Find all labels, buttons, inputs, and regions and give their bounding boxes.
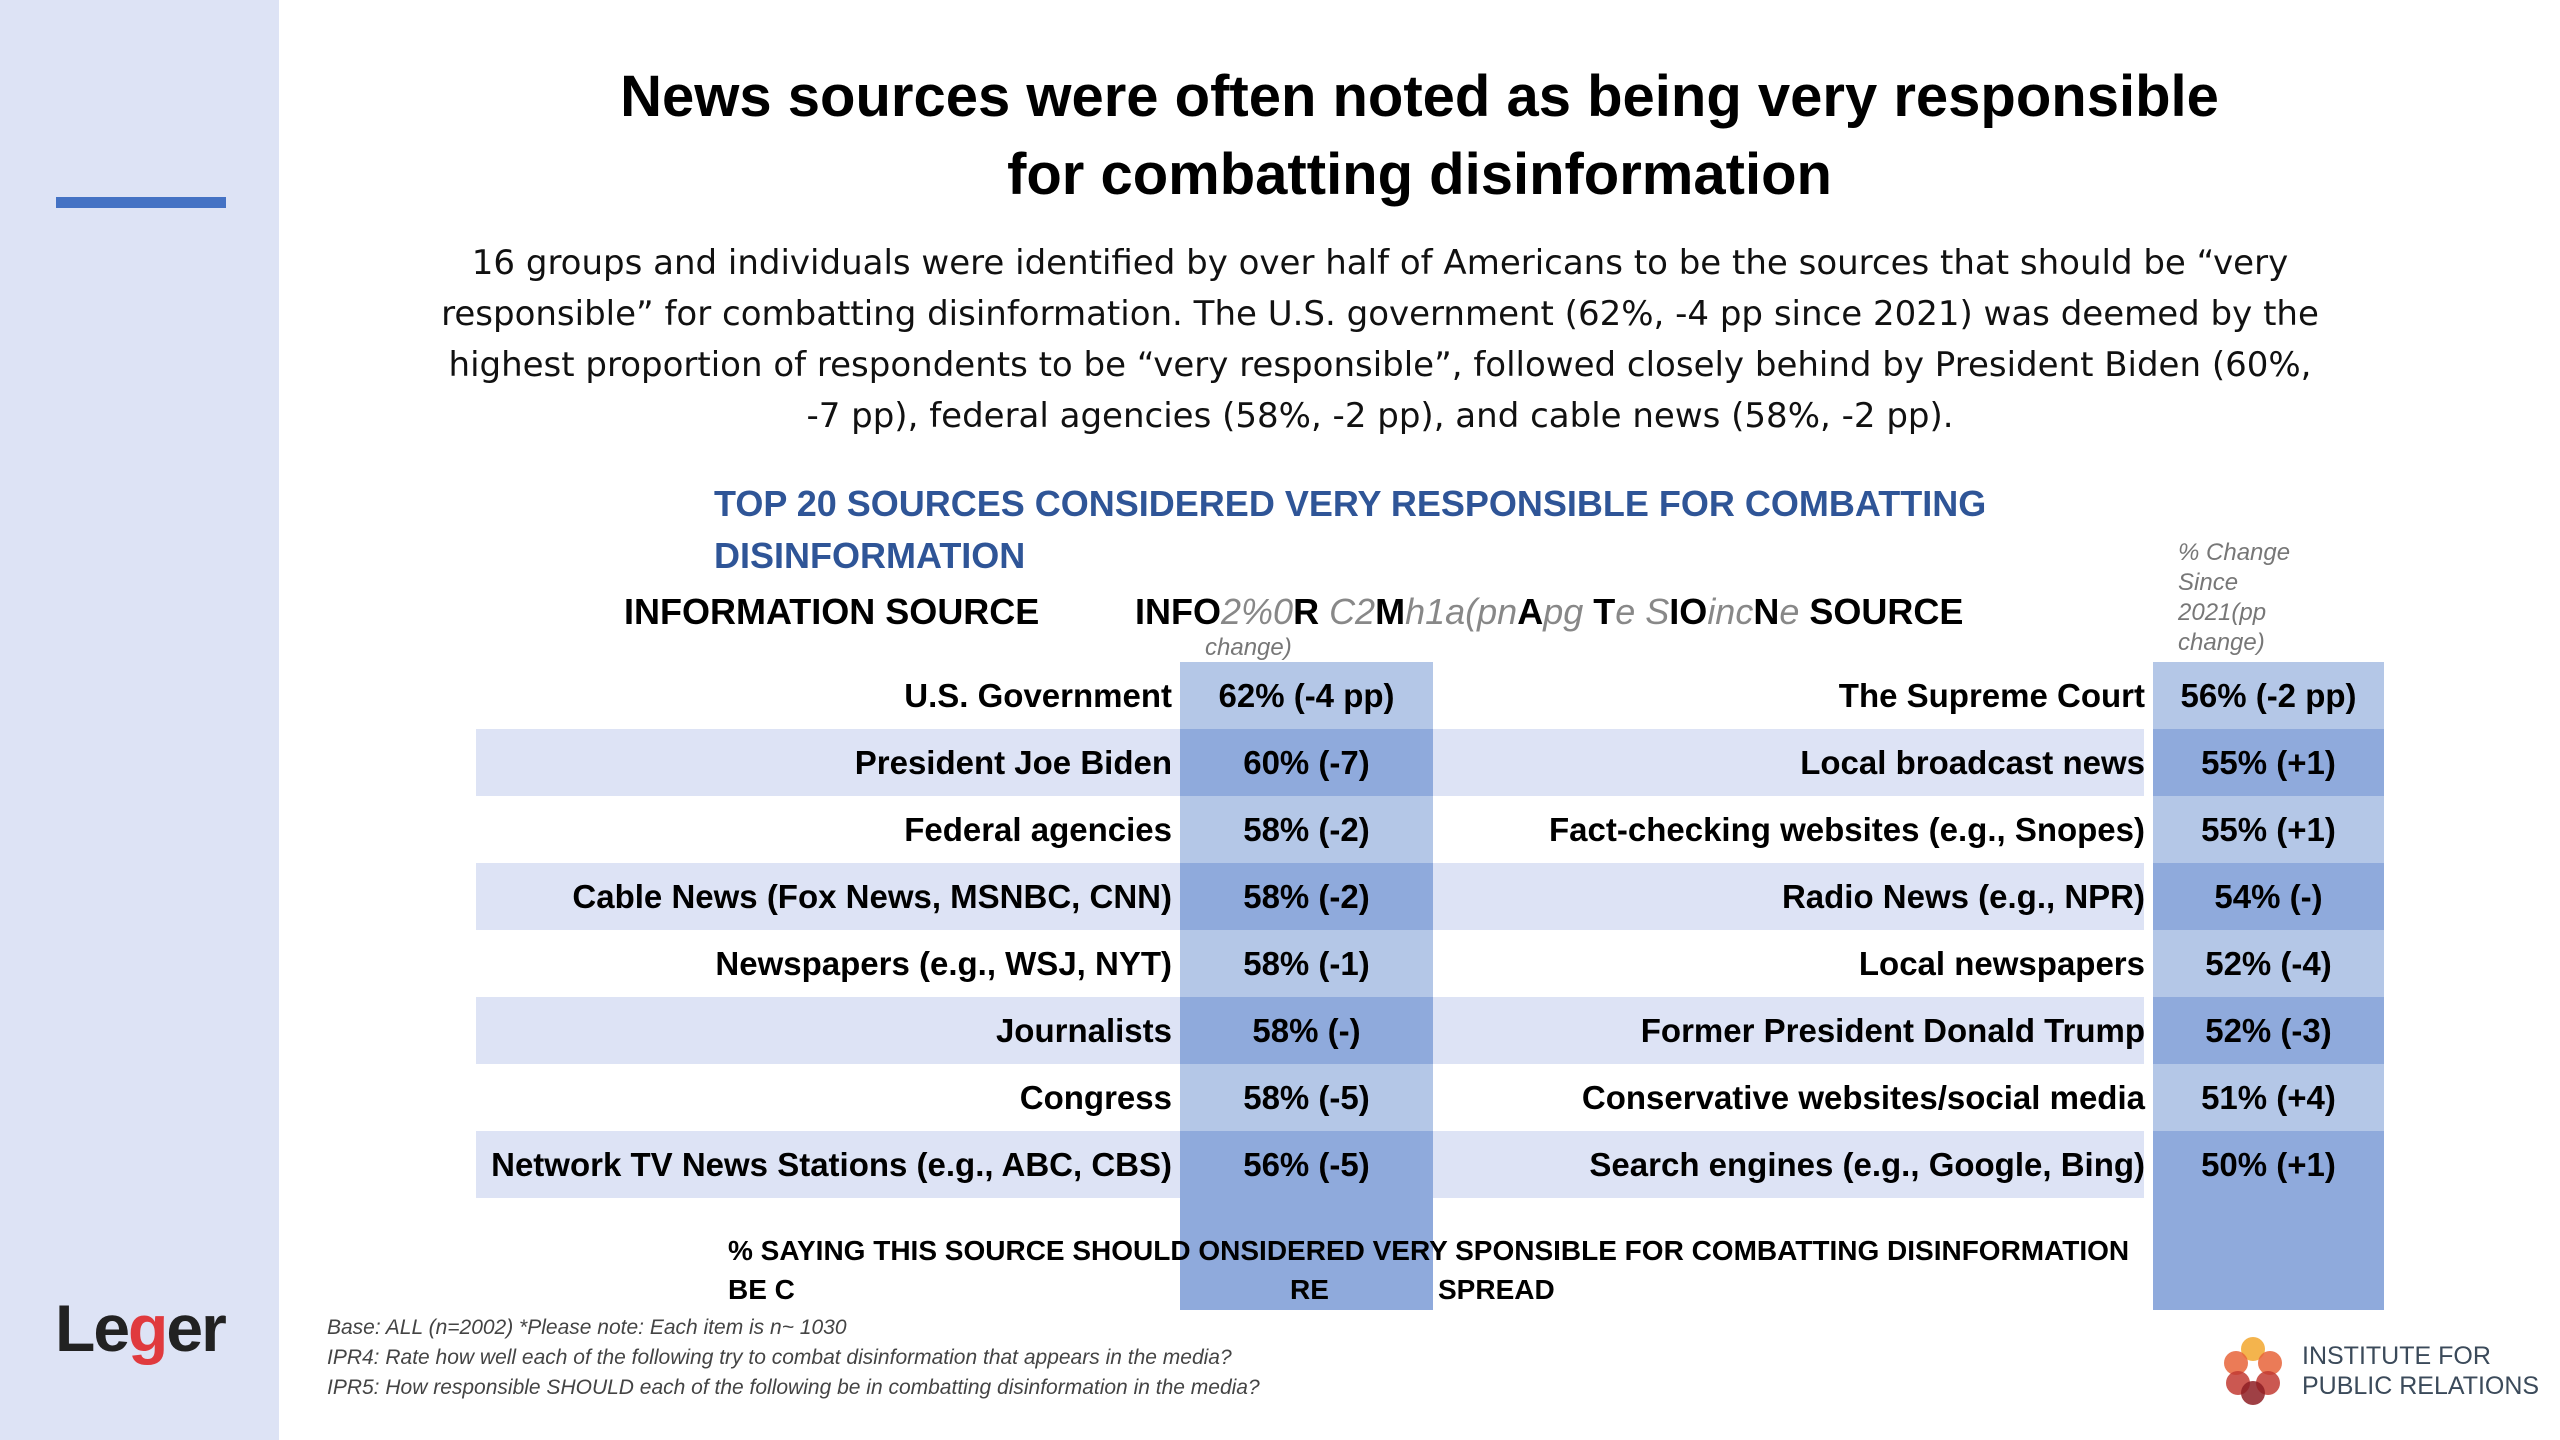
value-cell: 52% (-4)	[2153, 930, 2384, 997]
ipr-line: PUBLIC RELATIONS	[2302, 1372, 2540, 1400]
footer-caption-part: BE C	[728, 1274, 795, 1305]
source-label: Radio News (e.g., NPR)	[1781, 877, 2145, 915]
source-label: Former President Donald Trump	[1640, 1011, 2145, 1049]
header-segment: T	[1593, 591, 1616, 632]
source-label: U.S. Government	[904, 676, 1172, 714]
source-label: Local broadcast news	[1800, 743, 2145, 781]
ipr-line: INSTITUTE FOR	[2302, 1342, 2491, 1370]
source-label: Conservative websites/social media	[1581, 1078, 2145, 1116]
value-cell: 58% (-1)	[1180, 930, 1433, 997]
ipr-logo: INSTITUTE FOR PUBLIC RELATIONS	[2218, 1335, 2539, 1407]
source-label: The Supreme Court	[1838, 676, 2145, 714]
right-column-header: INFO2%0R C2Mh1a(pnApg Te SIOincNe SOURCE	[1135, 592, 1963, 632]
header-segment: A	[1517, 591, 1544, 632]
accent-bar	[56, 197, 226, 208]
sidebar	[0, 0, 279, 1440]
header-segment: h1a(pn	[1405, 591, 1518, 632]
source-label: Search engines (e.g., Google, Bing)	[1589, 1145, 2145, 1183]
header-segment: R	[1293, 591, 1330, 632]
source-label: Federal agencies	[904, 810, 1172, 848]
value-cell: 60% (-7)	[1180, 729, 1433, 796]
change-overflow-label: change)	[1205, 634, 1292, 661]
value-cell: 62% (-4 pp)	[1180, 662, 1433, 729]
source-label: President Joe Biden	[854, 743, 1172, 781]
change-header-line: % Change	[2178, 539, 2291, 566]
value-cell: 52% (-3)	[2153, 997, 2384, 1064]
value-cell: 55% (+1)	[2153, 796, 2384, 863]
header-segment: IO	[1669, 591, 1708, 632]
header-segment: e	[1779, 591, 1810, 632]
change-header-line: Since	[2178, 569, 2239, 596]
value-cell: 54% (-)	[2153, 863, 2384, 930]
footer-caption-part: SPREAD	[1438, 1274, 1555, 1305]
page-title: News sources were often noted as being v…	[279, 58, 2560, 214]
source-label: Journalists	[995, 1011, 1172, 1049]
header-segment: M	[1375, 591, 1406, 632]
footer-caption-part: RE	[1290, 1274, 1329, 1305]
value-cell: 58% (-)	[1180, 997, 1433, 1064]
table-title: TOP 20 SOURCES CONSIDERED VERY RESPONSIB…	[714, 478, 1986, 582]
source-label: Fact-checking websites (e.g., Snopes)	[1549, 810, 2145, 848]
header-segment: inc	[1707, 591, 1754, 632]
header-segment: N	[1753, 591, 1780, 632]
source-label: Cable News (Fox News, MSNBC, CNN)	[572, 877, 1172, 915]
header-segment: e S	[1615, 591, 1670, 632]
source-label: Network TV News Stations (e.g., ABC, CBS…	[491, 1145, 1172, 1183]
footer-caption: % SAYING THIS SOURCE SHOULD ONSIDERED VE…	[728, 1235, 2130, 1266]
value-cell: 56% (-5)	[1180, 1131, 1433, 1198]
change-header-line: change)	[2178, 629, 2265, 656]
header-segment: pg	[1543, 591, 1594, 632]
header-segment: SOURCE	[1809, 591, 1964, 632]
table-title-line-2: DISINFORMATION	[714, 535, 1026, 576]
change-header-line: 2021(pp	[2178, 599, 2267, 626]
source-label: Newspapers (e.g., WSJ, NYT)	[715, 944, 1172, 982]
ipr-flower-icon	[2224, 1337, 2282, 1405]
header-segment: INFO	[1135, 591, 1221, 632]
value-cell: 58% (-2)	[1180, 863, 1433, 930]
title-line-1: News sources were often noted as being v…	[620, 64, 2219, 129]
value-cell: 55% (+1)	[2153, 729, 2384, 796]
title-line-2: for combatting disinformation	[1007, 142, 1832, 207]
leger-logo: Leger	[55, 1291, 227, 1365]
table-title-line-1: TOP 20 SOURCES CONSIDERED VERY RESPONSIB…	[714, 483, 1987, 524]
value-cell: 50% (+1)	[2153, 1131, 2384, 1198]
question-note: IPR4: Rate how well each of the followin…	[327, 1346, 1232, 1369]
value-cell: 58% (-5)	[1180, 1064, 1433, 1131]
question-note: IPR5: How responsible SHOULD each of the…	[327, 1376, 1260, 1399]
header-segment: 2%0	[1221, 591, 1294, 632]
source-label: Congress	[1019, 1078, 1172, 1116]
base-note: Base: ALL (n=2002) *Please note: Each it…	[327, 1316, 847, 1339]
header-segment: C2	[1329, 591, 1376, 632]
left-column-header: INFORMATION SOURCE	[624, 591, 1040, 632]
change-header: % Change Since 2021(pp change)	[2178, 538, 2308, 658]
summary-paragraph: 16 groups and individuals were identifie…	[441, 243, 2319, 436]
source-label: Local newspapers	[1858, 944, 2145, 982]
value-cell: 51% (+4)	[2153, 1064, 2384, 1131]
value-cell: 56% (-2 pp)	[2153, 662, 2384, 729]
value-cell: 58% (-2)	[1180, 796, 1433, 863]
